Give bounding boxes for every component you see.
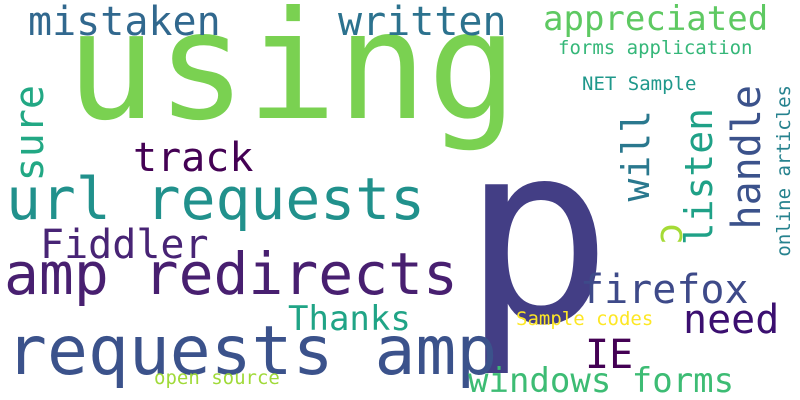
word-handle: handle (724, 85, 770, 230)
word-open-source: open source (154, 367, 280, 389)
word-requests-amp: requests amp (6, 312, 498, 391)
word-written: written (338, 0, 507, 45)
word-url-requests: url requests (6, 165, 426, 233)
word-mistaken: mistaken (28, 0, 221, 45)
word-ie: IE (585, 332, 634, 378)
word-c: c (652, 222, 696, 245)
word-firefox: firefox (580, 267, 749, 313)
word-fiddler: Fiddler (40, 222, 209, 268)
word-windows-forms: windows forms (468, 361, 735, 400)
word-will: will (614, 110, 658, 202)
word-net-sample: NET Sample (582, 73, 697, 95)
word-using: using (66, 0, 518, 154)
word-thanks: Thanks (288, 299, 411, 339)
word-listen: listen (677, 108, 721, 246)
word-need: need (683, 297, 780, 343)
word-p: p (462, 89, 613, 380)
word-track: track (133, 135, 254, 181)
word-forms-application: forms application (558, 37, 753, 59)
word-amp-redirects: amp redirects (4, 240, 458, 308)
word-sample-codes: Sample codes (516, 308, 654, 330)
word-online-articles: online articles (773, 85, 795, 257)
word-appreciated: appreciated (543, 0, 769, 39)
